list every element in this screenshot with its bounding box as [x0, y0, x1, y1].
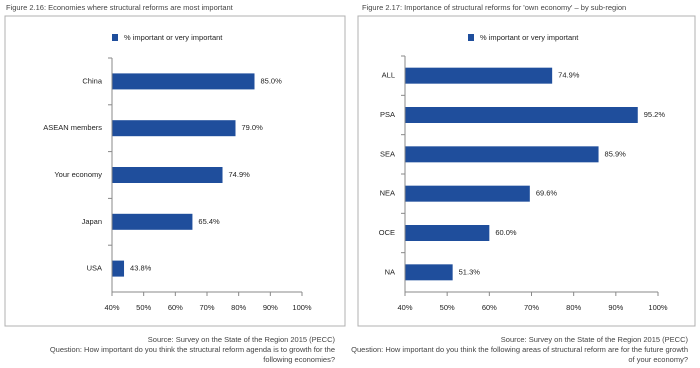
y-tick-label: Your economy — [54, 170, 102, 179]
bar — [112, 260, 125, 277]
legend-swatch — [468, 34, 474, 41]
value-label: 85.9% — [605, 149, 627, 158]
x-tick-label: 60% — [168, 303, 183, 312]
value-label: 95.2% — [644, 110, 666, 119]
y-tick-label: ASEAN members — [43, 123, 102, 132]
value-label: 43.8% — [130, 264, 152, 273]
y-tick-label: China — [82, 76, 102, 85]
bar — [405, 225, 490, 241]
bar — [405, 146, 599, 163]
chart-title: Figure 2.17: Importance of structural re… — [362, 3, 626, 12]
y-tick-label: OCE — [379, 228, 395, 237]
bar — [112, 120, 236, 137]
value-label: 74.9% — [558, 71, 580, 80]
y-tick-label: PSA — [380, 110, 395, 119]
bar — [405, 67, 553, 84]
x-tick-label: 40% — [397, 303, 412, 312]
y-tick-label: Japan — [82, 217, 102, 226]
x-tick-label: 80% — [566, 303, 581, 312]
bar — [405, 185, 530, 202]
y-tick-label: NEA — [380, 189, 395, 198]
x-tick-label: 70% — [524, 303, 539, 312]
chart-title: Figure 2.16: Economies where structural … — [6, 3, 234, 12]
value-label: 74.9% — [229, 170, 251, 179]
value-label: 65.4% — [198, 217, 220, 226]
x-tick-label: 40% — [104, 303, 119, 312]
question-note: Question: How important do you think the… — [50, 345, 335, 354]
y-tick-label: USA — [87, 264, 102, 273]
x-tick-label: 90% — [608, 303, 623, 312]
bar — [112, 213, 193, 230]
source-note: Source: Survey on the State of the Regio… — [501, 335, 689, 344]
y-tick-label: NA — [385, 267, 395, 276]
x-tick-label: 100% — [292, 303, 312, 312]
legend-label: % important or very important — [480, 33, 579, 42]
question-note: of your economy? — [628, 355, 688, 364]
value-label: 51.3% — [459, 267, 481, 276]
bar — [112, 167, 223, 183]
legend-swatch — [112, 34, 118, 41]
x-tick-label: 80% — [231, 303, 246, 312]
y-tick-label: SEA — [380, 149, 395, 158]
x-tick-label: 100% — [648, 303, 668, 312]
value-label: 85.0% — [261, 76, 283, 85]
value-label: 79.0% — [242, 123, 264, 132]
x-tick-label: 50% — [136, 303, 151, 312]
bar — [405, 107, 638, 123]
x-tick-label: 50% — [440, 303, 455, 312]
y-tick-label: ALL — [382, 71, 395, 80]
question-note: following economies? — [263, 355, 335, 364]
x-tick-label: 70% — [199, 303, 214, 312]
x-tick-label: 60% — [482, 303, 497, 312]
chart-frame — [357, 15, 696, 327]
question-note: Question: How important do you think the… — [351, 345, 688, 354]
value-label: 60.0% — [495, 228, 517, 237]
legend-label: % important or very important — [124, 33, 223, 42]
x-tick-label: 90% — [263, 303, 278, 312]
bar — [112, 73, 255, 90]
source-note: Source: Survey on the State of the Regio… — [148, 335, 336, 344]
value-label: 69.6% — [536, 189, 558, 198]
chart-frame — [4, 15, 346, 327]
bar — [405, 264, 453, 281]
